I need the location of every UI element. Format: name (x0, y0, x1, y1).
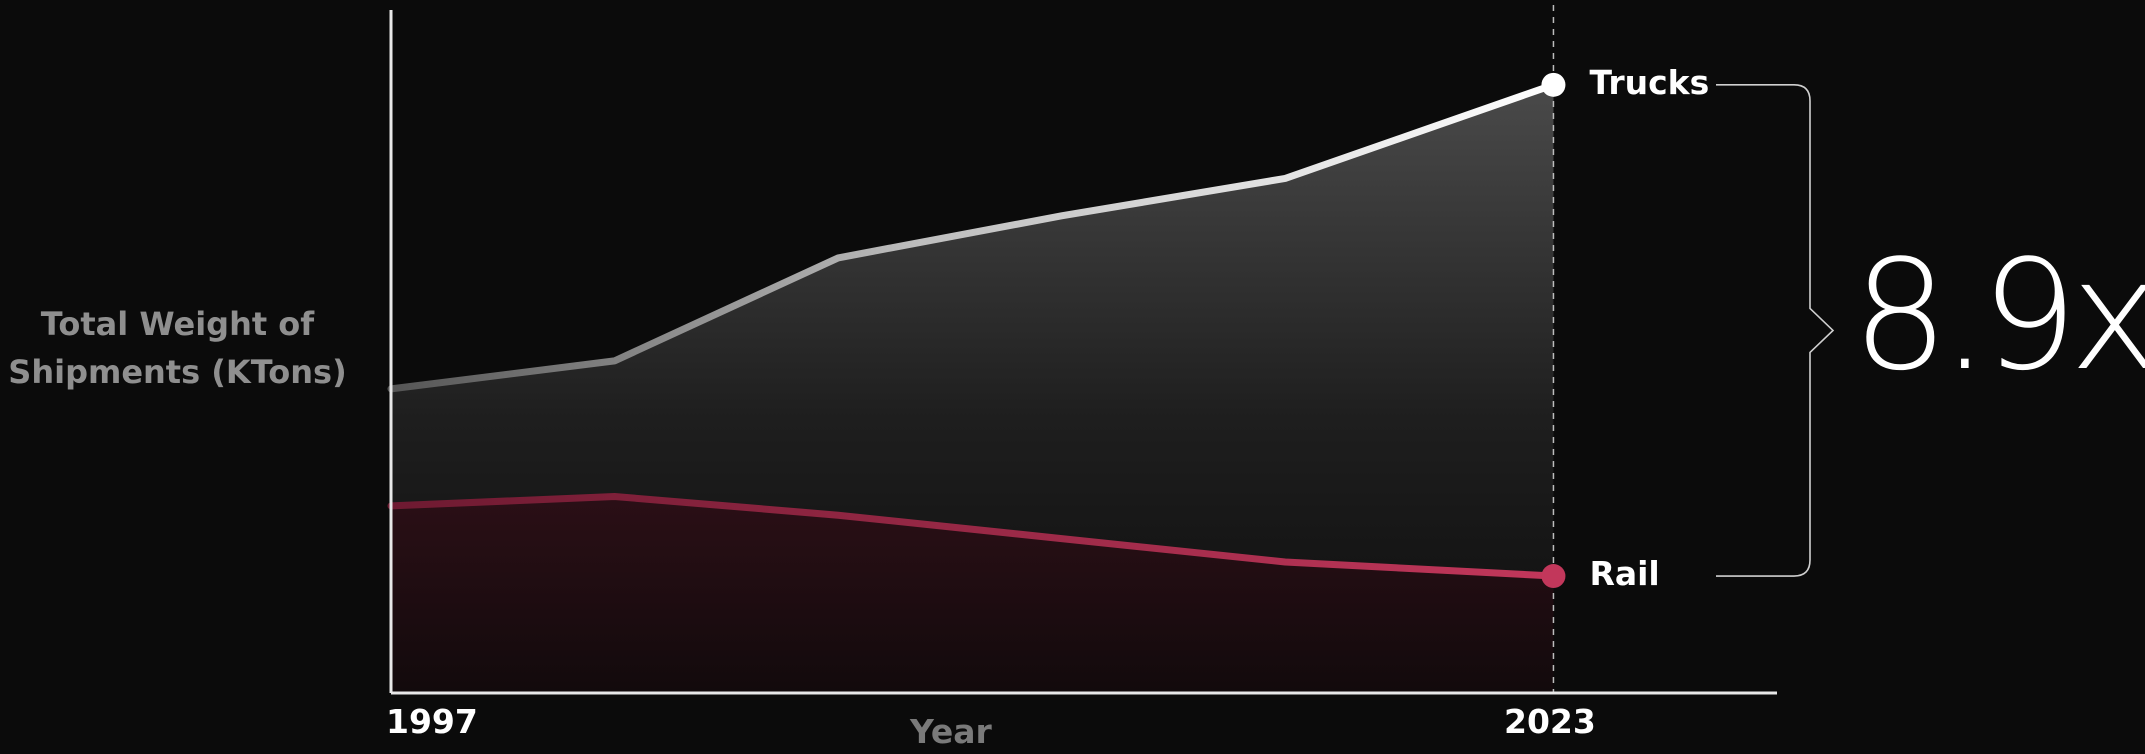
ratio-brace (1716, 84, 1835, 577)
ratio-annotation: 8.9x (1852, 227, 2145, 404)
rail-end-point (1541, 564, 1566, 589)
trucks-series-label: Trucks (1589, 62, 1710, 102)
x-axis-label: Year (910, 712, 992, 751)
rail-line (387, 493, 1557, 580)
x-tick-2023: 2023 (1504, 702, 1596, 741)
y-axis-label: Total Weight of Shipments (KTons) (8, 305, 347, 391)
x-tick-1997: 1997 (386, 702, 478, 741)
trucks-end-point (1541, 72, 1566, 97)
rail-series-label: Rail (1589, 554, 1660, 594)
rail-area (391, 496, 1554, 693)
trucks-line (387, 81, 1557, 393)
